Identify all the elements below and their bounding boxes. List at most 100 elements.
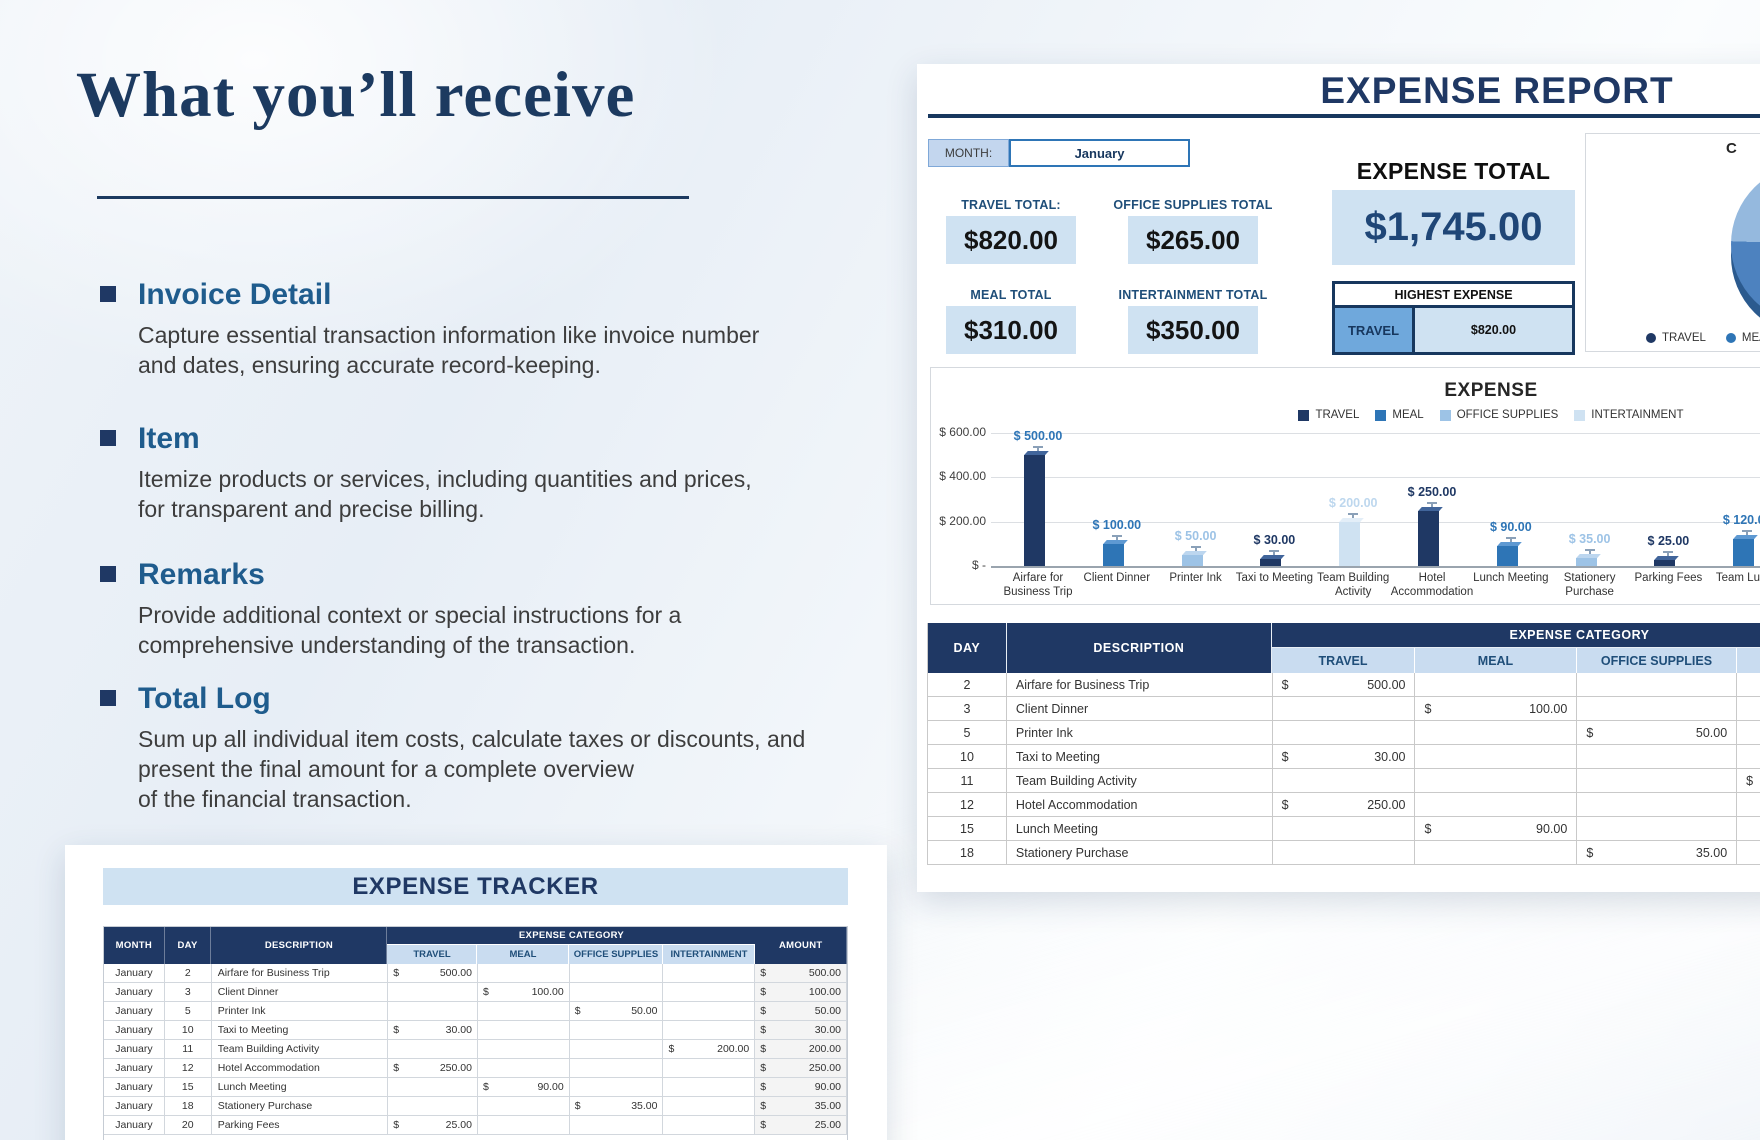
bar-cap xyxy=(1575,554,1601,559)
error-bar-cap xyxy=(1348,512,1359,515)
feature-heading: Item xyxy=(138,422,200,455)
cell-intertainment xyxy=(1737,697,1760,720)
error-bar-cap xyxy=(1584,549,1595,552)
cell-amount: $35.00 xyxy=(755,1097,847,1115)
header-day: DAY xyxy=(928,623,1007,673)
legend-swatch xyxy=(1298,409,1310,421)
bullet-square-icon xyxy=(100,690,116,706)
bar-travel xyxy=(1418,506,1443,566)
x-axis-category: Team Lunch xyxy=(1715,572,1760,584)
bar-value-label: $ 30.00 xyxy=(1253,533,1296,548)
table-row: January 10 Taxi to Meeting $30.00 $30.00 xyxy=(104,1021,847,1040)
title-rule xyxy=(928,114,1760,118)
amount-value: 30.00 xyxy=(1374,749,1406,764)
cell-travel: $500.00 xyxy=(1273,673,1416,696)
feature-heading: Remarks xyxy=(138,558,265,591)
table-row: January 18 Stationery Purchase $35.00 $35.00 xyxy=(104,1097,847,1116)
cell-description: Parking Fees xyxy=(212,1116,389,1134)
cell-amount: $90.00 xyxy=(755,1078,847,1096)
legend-swatch xyxy=(1574,409,1586,421)
legend-label: OFFICE SUPPLIES xyxy=(1456,409,1559,421)
cell-description: Lunch Meeting xyxy=(212,1078,389,1096)
table-row: January 12 Hotel Accommodation $250.00 $250.… xyxy=(104,1059,847,1078)
cell-month: January xyxy=(104,1116,165,1134)
expense-total-label: EXPENSE TOTAL xyxy=(1356,158,1551,184)
cell-amount: $200.00 xyxy=(755,1040,847,1058)
header-office-supplies: OFFICE SUPPLIES xyxy=(1577,648,1737,673)
cell-travel xyxy=(1273,817,1416,840)
detail-header: DAY DESCRIPTION EXPENSE CATEGORY TRAVEL MEAL… xyxy=(928,623,1760,673)
currency-symbol: $ xyxy=(482,1081,489,1093)
cell-travel: $250.00 xyxy=(388,1059,478,1077)
currency-symbol: $ xyxy=(760,1062,767,1074)
bar-meal xyxy=(1496,542,1522,566)
cell-travel xyxy=(388,983,478,1001)
x-axis-category: Team Building Activity xyxy=(1317,572,1390,598)
currency-symbol: $ xyxy=(1586,845,1594,860)
header-amount: AMOUNT xyxy=(755,927,847,964)
cell-intertainment xyxy=(663,964,756,982)
table-row: January 2 Airfare for Business Trip $500.00… xyxy=(104,964,847,983)
amount-value: 50.00 xyxy=(814,1005,841,1017)
cell-office xyxy=(570,983,664,1001)
bar-value-label: $ 50.00 xyxy=(1174,528,1217,543)
cell-month: January xyxy=(104,983,165,1001)
currency-symbol: $ xyxy=(1746,773,1754,788)
x-axis-category: Parking Fees xyxy=(1634,572,1703,584)
summary-label: OFFICE SUPPLIES TOTAL xyxy=(1113,198,1273,212)
table-row: January 15 Lunch Meeting $90.00 $90.00 xyxy=(104,1078,847,1097)
month-label: MONTH: xyxy=(928,139,1009,167)
legend-label: MEAL xyxy=(1741,332,1760,344)
legend-item: TRAVEL xyxy=(1646,332,1706,344)
bar-cap xyxy=(1102,539,1128,544)
expense-report-card: EXPENSE REPORT MONTH: January TRAVEL TOT… xyxy=(917,64,1760,892)
cell-travel: $250.00 xyxy=(1273,793,1416,816)
summary-value: $265.00 xyxy=(1128,216,1258,264)
table-row: 15 Lunch Meeting $90.00 xyxy=(928,817,1760,841)
cell-intertainment xyxy=(663,1002,756,1020)
cell-office xyxy=(1577,769,1738,792)
bar-chart-panel: EXPENSE TRAVEL MEAL OFFICE SUPPLIES INTERTA… xyxy=(930,367,1760,605)
cell-description: Taxi to Meeting xyxy=(1007,745,1273,768)
x-axis-category: Stationery Purchase xyxy=(1563,572,1616,598)
feature-heading: Invoice Detail xyxy=(138,278,332,311)
cell-day: 3 xyxy=(165,983,212,1001)
highest-expense-header: HIGHEST EXPENSE xyxy=(1335,284,1572,308)
error-bar-cap xyxy=(1033,446,1043,449)
cell-intertainment xyxy=(663,1021,756,1039)
cell-description: Lunch Meeting xyxy=(1007,817,1273,840)
legend-swatch xyxy=(1375,409,1387,421)
cell-meal: $90.00 xyxy=(1415,817,1578,840)
legend-item: OFFICE SUPPLIES xyxy=(1439,409,1559,421)
bullet-square-icon xyxy=(100,430,116,446)
header-category-group: EXPENSE CATEGORY TRAVEL MEAL OFFICE SUPPLIE… xyxy=(1272,623,1760,673)
background-sheen xyxy=(0,0,730,380)
currency-symbol: $ xyxy=(1424,821,1432,836)
currency-symbol: $ xyxy=(393,1024,400,1036)
header-expense-category: EXPENSE CATEGORY xyxy=(387,927,756,945)
cell-day: 11 xyxy=(165,1040,212,1058)
amount-value: 250.00 xyxy=(439,1062,472,1074)
cell-office: $50.00 xyxy=(1577,721,1738,744)
cell-travel: $30.00 xyxy=(388,1021,478,1039)
feature-item: Total Log Sum up all individual item cost… xyxy=(100,682,830,814)
cell-amount: $50.00 xyxy=(755,1002,847,1020)
bar-value-label: $ 120.00 xyxy=(1722,513,1760,528)
cell-intertainment: $200.00 xyxy=(1737,769,1760,792)
cell-office xyxy=(570,1078,664,1096)
highest-expense-category: TRAVEL xyxy=(1335,308,1415,352)
cell-amount: $100.00 xyxy=(755,983,847,1001)
x-axis-category: Airfare for Business Trip xyxy=(1003,572,1073,598)
month-input[interactable]: January xyxy=(1009,139,1190,167)
amount-value: 25.00 xyxy=(445,1119,472,1131)
x-axis-category: Client Dinner xyxy=(1083,572,1151,584)
cell-description: Client Dinner xyxy=(212,983,389,1001)
cell-intertainment xyxy=(1737,721,1760,744)
cell-day: 11 xyxy=(928,769,1007,792)
feature-heading: Total Log xyxy=(138,682,271,715)
cell-month: January xyxy=(104,1059,165,1077)
amount-value: 50.00 xyxy=(1695,725,1728,740)
pie-chart-title: C xyxy=(1726,140,1737,157)
bar-value-label: $ 200.00 xyxy=(1328,495,1378,510)
